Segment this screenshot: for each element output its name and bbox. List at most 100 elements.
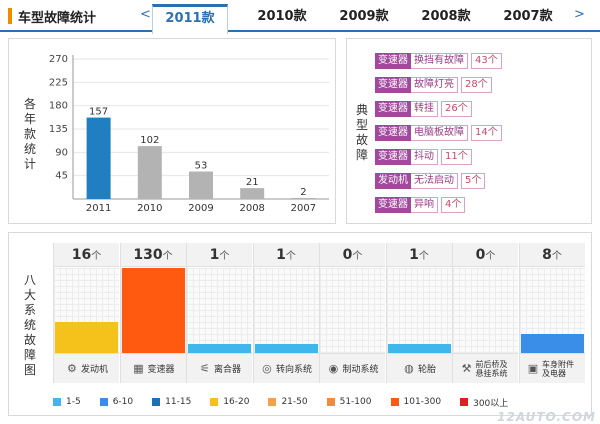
suspension-icon: ⚒ bbox=[461, 362, 472, 375]
fault-name: 换挡有故障 bbox=[411, 53, 468, 69]
system-name: 前后桥及悬挂系统 bbox=[475, 359, 508, 378]
car-body-icon: ▣ bbox=[527, 362, 539, 375]
system-count: 130个 bbox=[120, 243, 186, 267]
system-label: ◉ 制动系统 bbox=[320, 353, 385, 383]
system-column[interactable]: 130个 ▦ 变速器 bbox=[119, 243, 186, 383]
system-plot bbox=[120, 268, 186, 353]
clutch-icon: ⚟ bbox=[200, 362, 210, 375]
system-count: 8个 bbox=[519, 243, 585, 267]
legend-item: 16-20 bbox=[210, 397, 249, 407]
system-plot bbox=[54, 268, 119, 353]
system-count-value: 1 bbox=[276, 247, 286, 263]
system-column[interactable]: 1个 ◎ 转向系统 bbox=[252, 243, 319, 383]
fault-system-tag: 变速器 bbox=[375, 125, 411, 141]
fault-system-tag: 发动机 bbox=[375, 173, 411, 189]
system-label: ◍ 轮胎 bbox=[386, 353, 452, 383]
title-accent bbox=[8, 8, 12, 24]
fault-item[interactable]: 变速器 故障灯亮 28个 bbox=[375, 77, 492, 93]
fault-name: 电脑板故障 bbox=[411, 125, 468, 141]
system-count-unit: 个 bbox=[418, 251, 429, 262]
system-count: 1个 bbox=[386, 243, 452, 267]
systems-label-char: 大 bbox=[23, 288, 36, 302]
systems-label-char: 障 bbox=[23, 348, 36, 362]
system-count-unit: 个 bbox=[551, 251, 562, 262]
system-count-unit: 个 bbox=[485, 251, 496, 262]
tab-2008[interactable]: 2008款 bbox=[421, 9, 471, 24]
typical-faults-panel: 典型故障 变速器 换挡有故障 43个 变速器 故障灯亮 28个 变速器 转挂 26个 变速器 电脑板… bbox=[346, 38, 592, 224]
bar-value-label: 102 bbox=[140, 135, 159, 146]
legend-label: 21-50 bbox=[281, 397, 308, 407]
fault-count: 5个 bbox=[461, 173, 486, 189]
systems-label-char: 图 bbox=[23, 363, 36, 377]
fault-item[interactable]: 变速器 异响 4个 bbox=[375, 197, 466, 213]
system-bar bbox=[254, 344, 318, 353]
system-column[interactable]: 16个 ⚙ 发动机 bbox=[53, 243, 119, 383]
legend-label: 300以上 bbox=[473, 398, 509, 409]
fault-item[interactable]: 发动机 无法启动 5个 bbox=[375, 173, 486, 189]
fault-item[interactable]: 变速器 抖动 11个 bbox=[375, 149, 472, 165]
year-stats-panel: 各年款统计 45 90 135 180 225 270 157 2011 102 2010 53 20… bbox=[8, 38, 336, 224]
legend-label: 51-100 bbox=[339, 397, 372, 407]
legend-item: 101-300 bbox=[390, 397, 442, 407]
system-name: 转向系统 bbox=[275, 365, 312, 375]
system-plot bbox=[519, 268, 585, 353]
fault-count: 28个 bbox=[461, 77, 492, 93]
prev-arrow-icon[interactable]: < bbox=[140, 7, 151, 22]
tab-2009[interactable]: 2009款 bbox=[339, 9, 389, 24]
system-column[interactable]: 0个 ◉ 制动系统 bbox=[319, 243, 385, 383]
system-label: ⚟ 离合器 bbox=[187, 353, 252, 383]
typical-label-char: 故 bbox=[355, 133, 368, 147]
legend-swatch bbox=[152, 398, 161, 406]
system-column[interactable]: 1个 ⚟ 离合器 bbox=[186, 243, 252, 383]
legend-label: 101-300 bbox=[403, 397, 442, 407]
bar-2009 bbox=[189, 171, 213, 199]
system-name: 制动系统 bbox=[342, 365, 379, 375]
legend-swatch bbox=[460, 398, 469, 406]
tab-2011[interactable]: 2011款 bbox=[152, 4, 228, 34]
legend-item: 11-15 bbox=[152, 397, 191, 407]
fault-item[interactable]: 变速器 电脑板故障 14个 bbox=[375, 125, 502, 141]
system-column[interactable]: 1个 ◍ 轮胎 bbox=[385, 243, 452, 383]
gearbox-icon: ▦ bbox=[133, 362, 144, 375]
legend-label: 6-10 bbox=[112, 397, 134, 407]
fault-count: 43个 bbox=[471, 53, 502, 69]
year-label-char: 年 bbox=[23, 112, 36, 126]
systems-label-char: 八 bbox=[23, 273, 36, 287]
legend-swatch bbox=[99, 398, 108, 406]
year-label-char: 统 bbox=[23, 142, 36, 156]
next-arrow-icon[interactable]: > bbox=[574, 7, 585, 22]
bar-value-label: 21 bbox=[246, 177, 259, 188]
fault-item[interactable]: 变速器 转挂 26个 bbox=[375, 101, 472, 117]
fault-name: 无法启动 bbox=[411, 173, 458, 189]
system-count-unit: 个 bbox=[219, 251, 230, 262]
legend-swatch bbox=[53, 398, 61, 406]
header-bar: 车型故障统计 < 2011款 2010款 2009款 2008款 2007款 > bbox=[0, 0, 600, 34]
year-label-char: 计 bbox=[23, 157, 36, 171]
system-column[interactable]: 0个 ⚒ 前后桥及悬挂系统 bbox=[452, 243, 518, 383]
legend-label: 16-20 bbox=[223, 397, 250, 407]
tab-2010[interactable]: 2010款 bbox=[257, 9, 307, 24]
system-bar bbox=[520, 334, 584, 353]
tab-2007[interactable]: 2007款 bbox=[503, 9, 553, 24]
system-plot bbox=[320, 268, 385, 353]
typical-label-char: 型 bbox=[355, 118, 368, 132]
system-plot bbox=[253, 268, 319, 353]
page-title: 车型故障统计 bbox=[18, 11, 97, 26]
bar-2010 bbox=[137, 146, 162, 199]
system-count: 0个 bbox=[453, 243, 518, 267]
bar-value-label: 2 bbox=[300, 187, 306, 198]
y-tick-label: 225 bbox=[49, 77, 68, 88]
system-count-unit: 个 bbox=[91, 251, 102, 262]
system-count: 16个 bbox=[54, 243, 119, 267]
systems-label: 八大系统故障图 bbox=[23, 273, 37, 378]
system-label: ▦ 变速器 bbox=[120, 353, 186, 383]
system-column[interactable]: 8个 ▣ 车身附件及电器 bbox=[518, 243, 585, 383]
fault-item[interactable]: 变速器 换挡有故障 43个 bbox=[375, 53, 502, 69]
system-plot bbox=[453, 268, 518, 353]
system-label: ▣ 车身附件及电器 bbox=[519, 353, 585, 383]
system-count: 0个 bbox=[320, 243, 385, 267]
bar-2011 bbox=[86, 117, 111, 199]
year-stats-label: 各年款统计 bbox=[23, 97, 37, 172]
system-bar bbox=[188, 344, 251, 353]
fault-system-tag: 变速器 bbox=[375, 101, 411, 117]
